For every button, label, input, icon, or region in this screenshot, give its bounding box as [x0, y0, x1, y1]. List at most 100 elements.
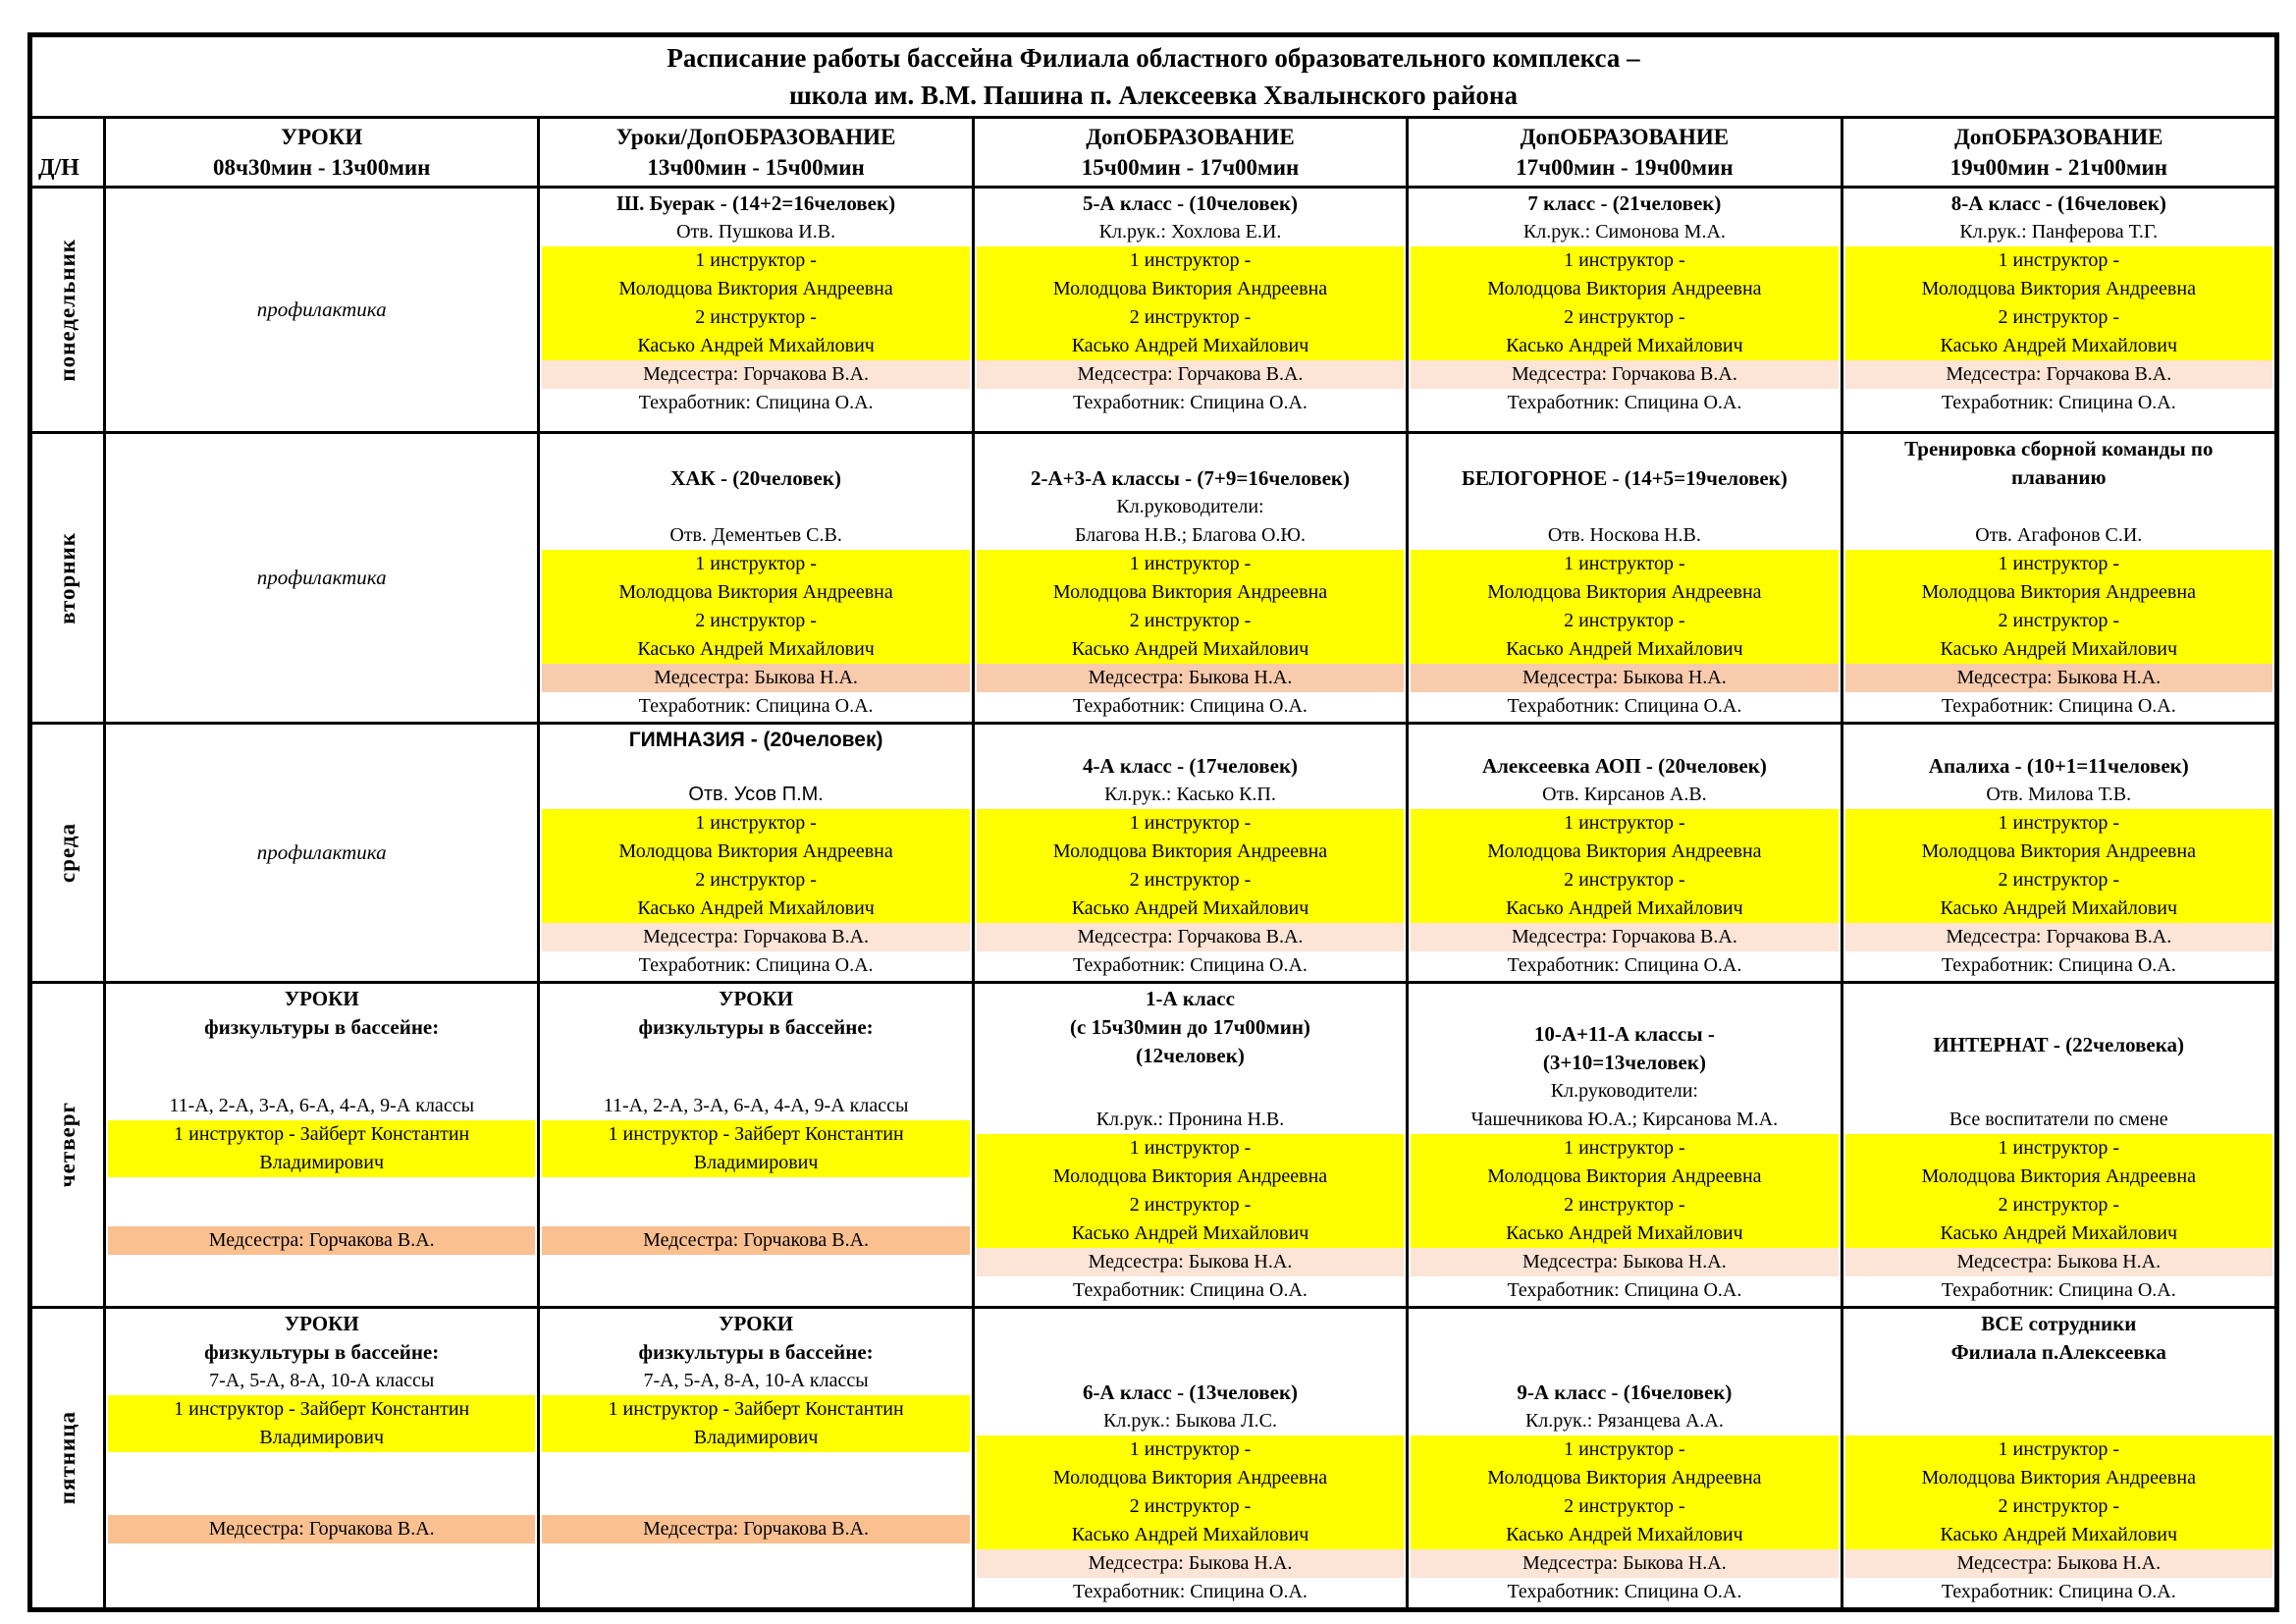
group-title: 2-А+3-А классы - (7+9=16человек)	[977, 464, 1404, 493]
info-line: Отв. Дементьев С.В.	[542, 521, 969, 550]
text-line: Молодцова Виктория Андреевна	[1921, 278, 2196, 299]
group-title: Тренировка сборной команды по плаванию	[1845, 435, 2272, 492]
nurse-band: Медсестра: Горчакова В.А.	[976, 360, 1405, 389]
text-line: 2-А+3-А классы - (7+9=16человек)	[1030, 466, 1351, 490]
spacer	[1411, 493, 1838, 522]
text-line: Медсестра: Горчакова В.А.	[208, 1229, 435, 1252]
text-line: ХАК - (20человек)	[670, 465, 841, 490]
spacer	[1411, 435, 1838, 464]
header-col-4: ДопОБРАЗОВАНИЕ 17ч00мин - 19ч00мин	[1409, 119, 1841, 186]
instructors-band: 1 инструктор - Молодцова Виктория Андреев…	[1411, 246, 1839, 360]
nurse-band: Медсестра: Быкова Н.А.	[542, 664, 970, 692]
text-line: Молодцова Виктория Андреевна	[618, 278, 893, 299]
group-title: УРОКИ физкультуры в бассейне:	[542, 1310, 969, 1367]
spacer	[1411, 1310, 1838, 1379]
tech-worker-line: Техработник: Спицина О.А.	[1845, 389, 2272, 417]
spacer	[977, 1070, 1404, 1106]
schedule-cell: 7 класс - (21человек) Кл.рук.: Симонова М…	[1409, 189, 1841, 431]
text-line: 2 инструктор -	[1129, 1194, 1252, 1216]
schedule-cell: 9-А класс - (16человек) Кл.рук.: Рязанцев…	[1409, 1309, 1841, 1607]
tech-worker-line: Техработник: Спицина О.А.	[1845, 1578, 2272, 1606]
instructors-band: 1 инструктор - Молодцова Виктория Андреев…	[1844, 246, 2272, 360]
text-line: Все воспитатели по смене	[1949, 1109, 2168, 1130]
spacer	[1845, 1367, 2272, 1435]
text-line: Алексеевка АОП - (20человек)	[1481, 754, 1767, 778]
group-title: 7 класс - (21человек)	[1411, 189, 1838, 218]
text-line: Медсестра: Горчакова В.А.	[1946, 363, 2172, 385]
spacer	[542, 1452, 969, 1515]
text-line: 7-А, 5-А, 8-А, 10-А классы	[643, 1370, 869, 1391]
text-line: ГИМНАЗИЯ - (20человек)	[628, 729, 883, 751]
text-line: 2 инструктор -	[1564, 1194, 1685, 1216]
text-line: Чашечникова Ю.А.; Кирсанова М.А.	[1470, 1109, 1779, 1130]
info-line: Кл.руководители: Чашечникова Ю.А.; Кирсан…	[1411, 1077, 1838, 1134]
info-line: Кл.руководители: Благова Н.В.; Благова О.…	[977, 493, 1404, 550]
info-line: Кл.рук.: Симонова М.А.	[1411, 218, 1838, 246]
header-col-2: Уроки/ДопОБРАЗОВАНИЕ 13ч00мин - 15ч00мин	[540, 119, 972, 186]
spacer	[977, 726, 1404, 752]
tech-worker-line: Техработник: Спицина О.А.	[1411, 951, 1838, 980]
text-line: 11-А, 2-А, 3-А, 6-А, 4-А, 9-А классы	[169, 1094, 475, 1116]
info-line: Кл.рук.: Рязанцева А.А.	[1411, 1407, 1838, 1435]
group-title: 4-А класс - (17человек)	[977, 752, 1404, 781]
spacer	[108, 1543, 535, 1606]
spacer	[108, 324, 535, 430]
group-title: БЕЛОГОРНОЕ - (14+5=19человек)	[1411, 464, 1838, 493]
spacer	[1411, 726, 1838, 752]
text-line: Медсестра: Горчакова В.А.	[643, 363, 870, 385]
header-col-4-time: 17ч00мин - 19ч00мин	[1516, 155, 1734, 180]
text-line: 1 инструктор -	[1564, 1438, 1685, 1460]
group-title: УРОКИ физкультуры в бассейне:	[542, 985, 969, 1042]
group-title: 1-А класс (с 15ч30мин до 17ч00мин) (12чело…	[977, 985, 1404, 1070]
header-col-2-label: Уроки/ДопОБРАЗОВАНИЕ	[615, 125, 896, 149]
day-label: пятница	[32, 1309, 103, 1607]
nurse-band: Медсестра: Горчакова В.А.	[542, 360, 970, 389]
text-line: Отв. Усов П.М.	[688, 784, 824, 805]
day-label-text: пятница	[55, 1411, 80, 1505]
text-line: Медсестра: Горчакова В.А.	[208, 1518, 435, 1540]
text-line: 5-А класс - (10человек)	[1082, 191, 1299, 215]
text-line: Медсестра: Горчакова В.А.	[643, 926, 870, 947]
tech-worker-line: Техработник: Спицина О.А.	[1411, 389, 1838, 417]
text-line: 1 инструктор -	[1129, 812, 1252, 834]
nurse-band: Медсестра: Быкова Н.А.	[1844, 1549, 2272, 1578]
text-line: Отв. Милова Т.В.	[1986, 784, 2132, 805]
group-title: УРОКИ физкультуры в бассейне:	[108, 985, 535, 1042]
text-line: 2 инструктор -	[1998, 1194, 2120, 1216]
text-line: УРОКИ	[284, 1312, 359, 1335]
text-line: Техработник: Спицина О.А.	[1073, 1279, 1308, 1301]
text-line: Отв. Дементьев С.В.	[669, 524, 842, 546]
text-line: Отв. Носкова Н.В.	[1547, 524, 1701, 546]
info-line: Кл.рук.: Быкова Л.С.	[977, 1407, 1404, 1435]
text-line: Молодцова Виктория Андреевна	[1921, 1467, 2196, 1489]
instructors-band: 1 инструктор - Молодцова Виктория Андреев…	[542, 550, 970, 664]
text-line: Молодцова Виктория Андреевна	[1052, 1467, 1328, 1489]
schedule-cell: Алексеевка АОП - (20человек) Отв. Кирсано…	[1409, 725, 1841, 981]
instructors-band: 1 инструктор - Молодцова Виктория Андреев…	[976, 809, 1405, 923]
text-line: 1 инструктор -	[1564, 1137, 1685, 1159]
nurse-band: Медсестра: Горчакова В.А.	[1844, 360, 2272, 389]
nurse-band: Медсестра: Быкова Н.А.	[1411, 1549, 1839, 1578]
day-label: четверг	[32, 984, 103, 1306]
text-line: Отв. Кирсанов А.В.	[1542, 784, 1707, 805]
nurse-band: Медсестра: Горчакова В.А.	[542, 1515, 970, 1543]
schedule-cell: Ш. Буерак - (14+2=16человек) Отв. Пушкова…	[540, 189, 972, 431]
spacer	[108, 1177, 535, 1227]
text-line: Касько Андрей Михайлович	[1506, 1222, 1743, 1244]
text-line: 7 класс - (21человек)	[1527, 191, 1722, 215]
text-line: 1 инструктор -	[1129, 553, 1252, 574]
nurse-band: Медсестра: Быкова Н.А.	[976, 1248, 1405, 1276]
info-line: Отв. Милова Т.В.	[1845, 781, 2272, 809]
schedule-cell: 10-А+11-А классы - (3+10=13человек) Кл.рук…	[1409, 984, 1841, 1306]
group-title: 6-А класс - (13человек)	[977, 1379, 1404, 1407]
text-line: Молодцова Виктория Андреевна	[618, 581, 893, 603]
text-line: ИНТЕРНАТ - (22человека)	[1933, 1033, 2185, 1056]
text-line: Техработник: Спицина О.А.	[1941, 392, 2176, 413]
text-line: Молодцова Виктория Андреевна	[1487, 581, 1762, 603]
text-line: Техработник: Спицина О.А.	[1073, 954, 1308, 976]
spacer	[977, 435, 1404, 464]
spacer	[1845, 985, 2272, 1031]
spacer	[108, 867, 535, 980]
instructors-band: 1 инструктор - Молодцова Виктория Андреев…	[1411, 1134, 1839, 1248]
text-line: Касько Андрей Михайлович	[1071, 638, 1309, 660]
